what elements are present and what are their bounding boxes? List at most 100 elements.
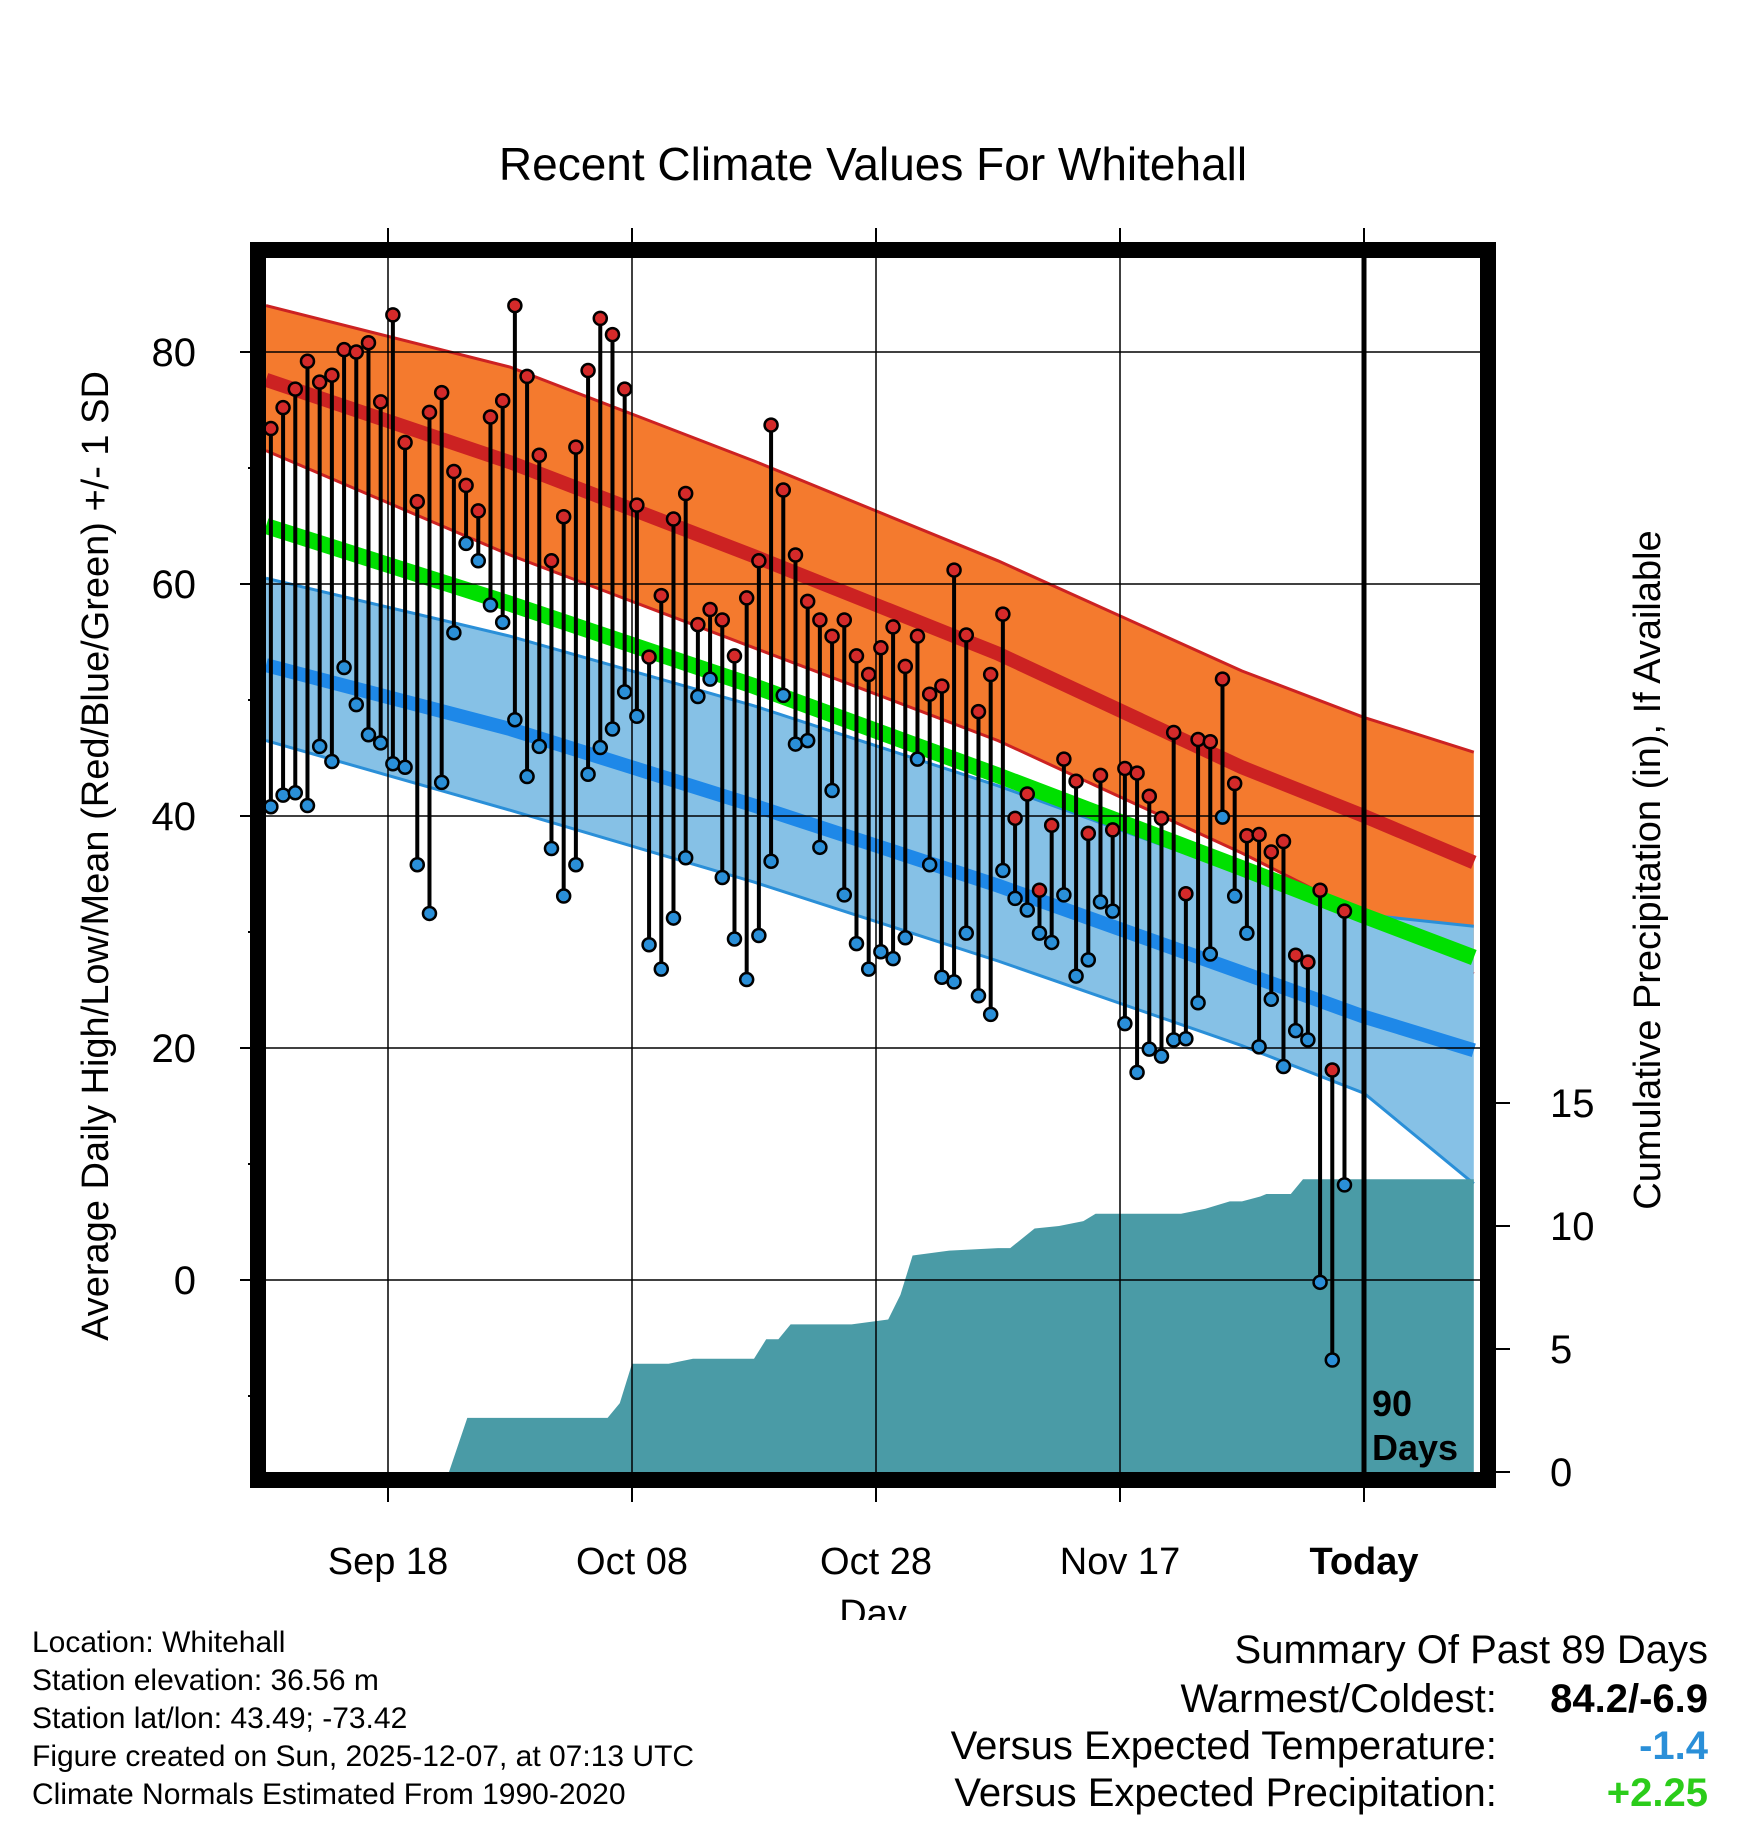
daily-high-point — [1336, 903, 1353, 919]
daily-low-point — [568, 856, 584, 873]
precipitation-label: Versus Expected Precipitation: — [954, 1771, 1497, 1815]
daily-high-point — [397, 434, 413, 451]
daily-high-point — [909, 628, 926, 644]
daily-high-point — [946, 562, 962, 578]
daily-high-point — [738, 590, 755, 606]
daily-high-point — [897, 658, 914, 675]
daily-low-point — [665, 910, 682, 926]
daily-high-point — [812, 612, 828, 628]
daily-high-point — [1214, 671, 1231, 687]
climate-chart: Recent Climate Values For Whitehall 90Da… — [75, 138, 1669, 1620]
x-tick-label: Oct 08 — [576, 1541, 688, 1583]
daily-low-point — [1178, 1030, 1194, 1047]
daily-high-point — [1056, 751, 1072, 767]
daily-high-point — [1141, 788, 1158, 805]
daily-high-point — [1092, 767, 1109, 784]
daily-low-point — [995, 862, 1011, 879]
daily-high-point — [1043, 817, 1060, 834]
y2-tick-label: 0 — [1550, 1451, 1572, 1495]
daily-low-point — [653, 961, 670, 977]
daily-low-point — [360, 727, 377, 743]
daily-low-point — [1190, 995, 1206, 1011]
daily-low-point — [714, 869, 731, 886]
precipitation-area — [449, 1179, 1474, 1472]
temperature-value: -1.4 — [1639, 1724, 1708, 1768]
daily-high-point — [1129, 765, 1145, 781]
warmest-coldest-label: Warmest/Coldest: — [1180, 1677, 1497, 1721]
daily-low-point — [1007, 890, 1023, 907]
daily-high-point — [726, 648, 743, 664]
daily-low-point — [775, 687, 792, 704]
daily-low-point — [860, 961, 877, 977]
daily-high-point — [982, 666, 999, 683]
x-tick-label: Today — [1309, 1541, 1418, 1583]
daily-low-point — [1287, 1022, 1304, 1039]
daily-low-point — [885, 950, 901, 967]
elevation-text: Station elevation: 36.56 m — [32, 1664, 379, 1697]
daily-low-point — [1043, 934, 1060, 951]
daily-low-point — [531, 738, 548, 755]
daily-low-point — [812, 839, 828, 856]
daily-high-point — [665, 511, 682, 527]
daily-high-point — [641, 649, 657, 665]
daily-high-point — [958, 627, 975, 643]
daily-low-point — [1312, 1274, 1328, 1291]
plot-frame — [250, 242, 1496, 1488]
daily-high-point — [555, 508, 572, 525]
daily-high-point — [360, 334, 377, 351]
daily-high-point — [616, 381, 633, 397]
daily-low-point — [604, 721, 621, 737]
daily-high-point — [921, 686, 938, 702]
summary-precipitation: Versus Expected Precipitation: +2.25 — [951, 1771, 1708, 1816]
daily-high-point — [482, 409, 499, 425]
daily-high-point — [1153, 810, 1170, 827]
daily-high-point — [1251, 826, 1267, 843]
daily-low-point — [873, 943, 889, 960]
daily-low-point — [1031, 925, 1048, 941]
daily-high-point — [751, 553, 767, 569]
location-text: Location: Whitehall — [32, 1626, 286, 1659]
daily-low-point — [1153, 1048, 1170, 1064]
daily-high-point — [311, 374, 328, 390]
normals-text: Climate Normals Estimated From 1990-2020 — [32, 1778, 626, 1811]
y-tick-label: 40 — [152, 795, 197, 839]
daily-high-point — [970, 703, 987, 720]
x-axis-label: Day — [839, 1593, 907, 1620]
daily-low-point — [543, 840, 560, 857]
daily-low-point — [1239, 925, 1255, 941]
daily-low-point — [836, 887, 853, 903]
daily-low-point — [299, 797, 316, 814]
today-days-word: Days — [1372, 1427, 1458, 1468]
daily-low-point — [1202, 946, 1219, 962]
chart-title: Recent Climate Values For Whitehall — [499, 138, 1247, 190]
daily-high-point — [653, 587, 670, 604]
daily-high-point — [409, 493, 426, 510]
daily-high-point — [580, 362, 596, 379]
precipitation-value: +2.25 — [1606, 1771, 1708, 1815]
daily-low-point — [397, 759, 413, 776]
daily-low-point — [824, 782, 840, 799]
daily-high-point — [995, 606, 1011, 622]
daily-high-point — [519, 368, 535, 385]
daily-high-point — [287, 381, 304, 397]
daily-low-point — [482, 597, 499, 613]
temperature-label: Versus Expected Temperature: — [950, 1724, 1497, 1768]
daily-high-point — [1263, 844, 1280, 860]
y2-tick-label: 10 — [1550, 1205, 1595, 1249]
daily-low-point — [641, 937, 657, 953]
daily-high-point — [275, 399, 291, 416]
y-tick-label: 80 — [152, 331, 197, 375]
daily-high-point — [763, 417, 779, 433]
daily-low-point — [1080, 952, 1097, 968]
daily-high-point — [299, 353, 316, 370]
y2-axis-label: Cumulative Precipitation (in), If Availa… — [1627, 530, 1669, 1209]
daily-low-point — [616, 684, 633, 700]
daily-low-point — [1092, 894, 1109, 910]
daily-high-point — [494, 392, 511, 409]
daily-high-point — [421, 404, 438, 421]
daily-low-point — [372, 735, 389, 751]
daily-low-point — [507, 711, 523, 728]
summary-warmest-coldest: Warmest/Coldest: 84.2/-6.9 — [951, 1677, 1709, 1722]
daily-high-point — [1031, 882, 1048, 898]
x-tick-label: Oct 28 — [820, 1541, 932, 1583]
